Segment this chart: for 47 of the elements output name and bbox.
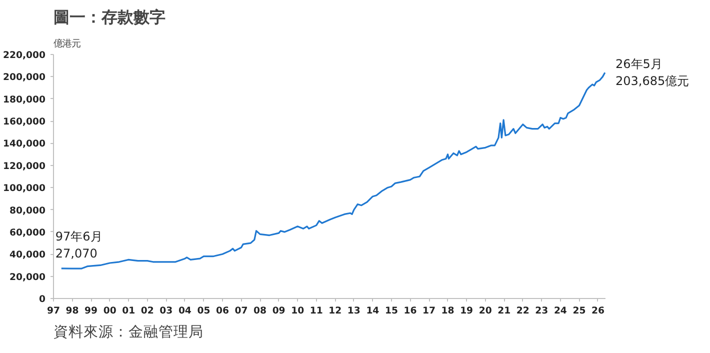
x-tick-label: 08 bbox=[254, 306, 267, 316]
annotation: 26年5月 203,685億元 bbox=[616, 57, 690, 88]
x-tick-label: 26 bbox=[592, 306, 604, 316]
x-tick-label: 14 bbox=[366, 306, 380, 316]
x-tick-label: 25 bbox=[572, 306, 586, 316]
y-tick-label: 20,000 bbox=[10, 272, 46, 283]
x-tick-label: 09 bbox=[272, 306, 286, 316]
x-tick-label: 20 bbox=[478, 306, 492, 316]
x-tick-label: 11 bbox=[310, 306, 323, 316]
x-tick-label: 21 bbox=[498, 306, 511, 316]
x-tick-label: 19 bbox=[460, 306, 474, 316]
x-tick-label: 07 bbox=[234, 306, 248, 316]
x-tick-label: 05 bbox=[197, 306, 210, 316]
y-tick-label: 80,000 bbox=[10, 205, 46, 216]
x-tick-label: 12 bbox=[328, 306, 342, 316]
y-tick-label: 140,000 bbox=[3, 138, 46, 150]
x-tick-label: 22 bbox=[516, 306, 530, 316]
x-tick-label: 00 bbox=[103, 306, 117, 316]
x-tick-label: 03 bbox=[160, 306, 173, 316]
y-tick-label: 220,000 bbox=[3, 50, 46, 61]
x-tick-label: 97 bbox=[47, 306, 60, 316]
annotation: 97年6月 27,070 bbox=[55, 230, 102, 260]
x-tick-label: 13 bbox=[347, 306, 360, 316]
x-tick-label: 17 bbox=[422, 306, 436, 316]
x-tick-label: 10 bbox=[291, 306, 305, 316]
x-tick-label: 99 bbox=[84, 306, 98, 316]
y-tick-label: 60,000 bbox=[10, 227, 46, 238]
y-tick-label: 0 bbox=[39, 294, 46, 305]
x-tick-label: 06 bbox=[216, 306, 229, 316]
source-note: 資料來源：金融管理局 bbox=[54, 324, 204, 340]
y-axis-title: 億港元 bbox=[54, 38, 80, 50]
x-tick-label: 23 bbox=[535, 306, 548, 316]
x-tick-label: 04 bbox=[178, 306, 192, 316]
x-tick-label: 98 bbox=[66, 306, 79, 316]
x-tick-label: 01 bbox=[122, 306, 136, 316]
x-tick-label: 18 bbox=[441, 306, 454, 316]
y-tick-label: 100,000 bbox=[3, 183, 46, 194]
x-tick-label: 16 bbox=[404, 306, 417, 316]
y-tick-label: 200,000 bbox=[3, 72, 46, 84]
y-tick-label: 120,000 bbox=[3, 160, 46, 172]
chart-title: 圖一：存款數字 bbox=[54, 8, 166, 26]
y-tick-label: 160,000 bbox=[3, 116, 46, 128]
x-tick-label: 15 bbox=[384, 306, 398, 316]
y-tick-label: 40,000 bbox=[10, 250, 46, 261]
x-tick-label: 02 bbox=[140, 306, 154, 316]
y-tick-label: 180,000 bbox=[3, 94, 46, 106]
x-tick-label: 24 bbox=[554, 306, 568, 316]
